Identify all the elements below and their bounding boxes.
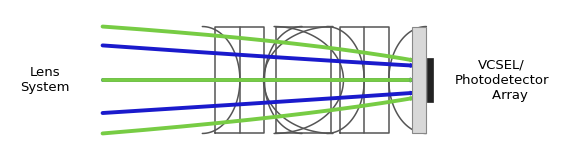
- Bar: [412, 27, 426, 133]
- Text: Lens
System: Lens System: [20, 66, 70, 94]
- Text: VCSEL/
Photodetector
    Array: VCSEL/ Photodetector Array: [454, 59, 549, 101]
- Bar: [427, 58, 433, 102]
